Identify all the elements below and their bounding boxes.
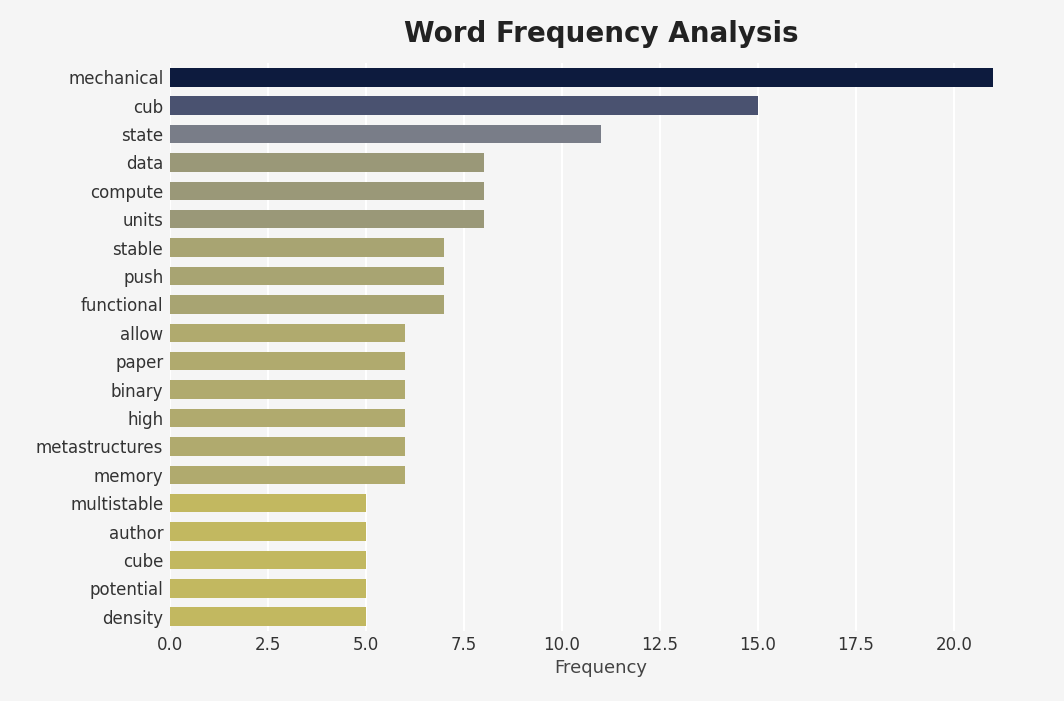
Bar: [170, 238, 445, 257]
Bar: [170, 295, 445, 313]
Title: Word Frequency Analysis: Word Frequency Analysis: [404, 20, 798, 48]
Bar: [170, 437, 405, 456]
Bar: [170, 579, 366, 597]
Bar: [170, 409, 405, 427]
Bar: [170, 608, 366, 626]
Bar: [170, 465, 405, 484]
Bar: [170, 267, 445, 285]
Bar: [170, 210, 484, 229]
X-axis label: Frequency: Frequency: [554, 660, 648, 677]
Bar: [170, 381, 405, 399]
Bar: [170, 494, 366, 512]
Bar: [170, 182, 484, 200]
Bar: [170, 522, 366, 540]
Bar: [170, 97, 758, 115]
Bar: [170, 551, 366, 569]
Bar: [170, 68, 993, 86]
Bar: [170, 154, 484, 172]
Bar: [170, 125, 601, 143]
Bar: [170, 324, 405, 342]
Bar: [170, 352, 405, 370]
